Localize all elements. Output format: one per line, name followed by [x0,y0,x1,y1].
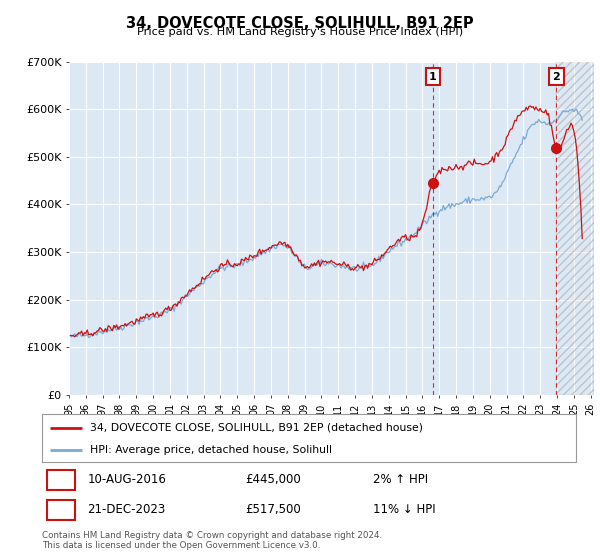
Text: 2% ↑ HPI: 2% ↑ HPI [373,473,428,486]
Text: 34, DOVECOTE CLOSE, SOLIHULL, B91 2EP: 34, DOVECOTE CLOSE, SOLIHULL, B91 2EP [126,16,474,31]
Text: Contains HM Land Registry data © Crown copyright and database right 2024.
This d: Contains HM Land Registry data © Crown c… [42,531,382,550]
Text: 21-DEC-2023: 21-DEC-2023 [88,503,166,516]
Text: 2: 2 [57,503,65,516]
FancyBboxPatch shape [47,470,75,490]
Text: 10-AUG-2016: 10-AUG-2016 [88,473,166,486]
FancyBboxPatch shape [47,500,75,520]
Text: Price paid vs. HM Land Registry's House Price Index (HPI): Price paid vs. HM Land Registry's House … [137,27,463,37]
Text: £517,500: £517,500 [245,503,301,516]
Text: 1: 1 [57,473,65,486]
Text: HPI: Average price, detached house, Solihull: HPI: Average price, detached house, Soli… [90,445,332,455]
Text: 34, DOVECOTE CLOSE, SOLIHULL, B91 2EP (detached house): 34, DOVECOTE CLOSE, SOLIHULL, B91 2EP (d… [90,423,423,433]
Text: 11% ↓ HPI: 11% ↓ HPI [373,503,436,516]
Text: £445,000: £445,000 [245,473,301,486]
Text: 2: 2 [553,72,560,82]
Text: 1: 1 [429,72,437,82]
